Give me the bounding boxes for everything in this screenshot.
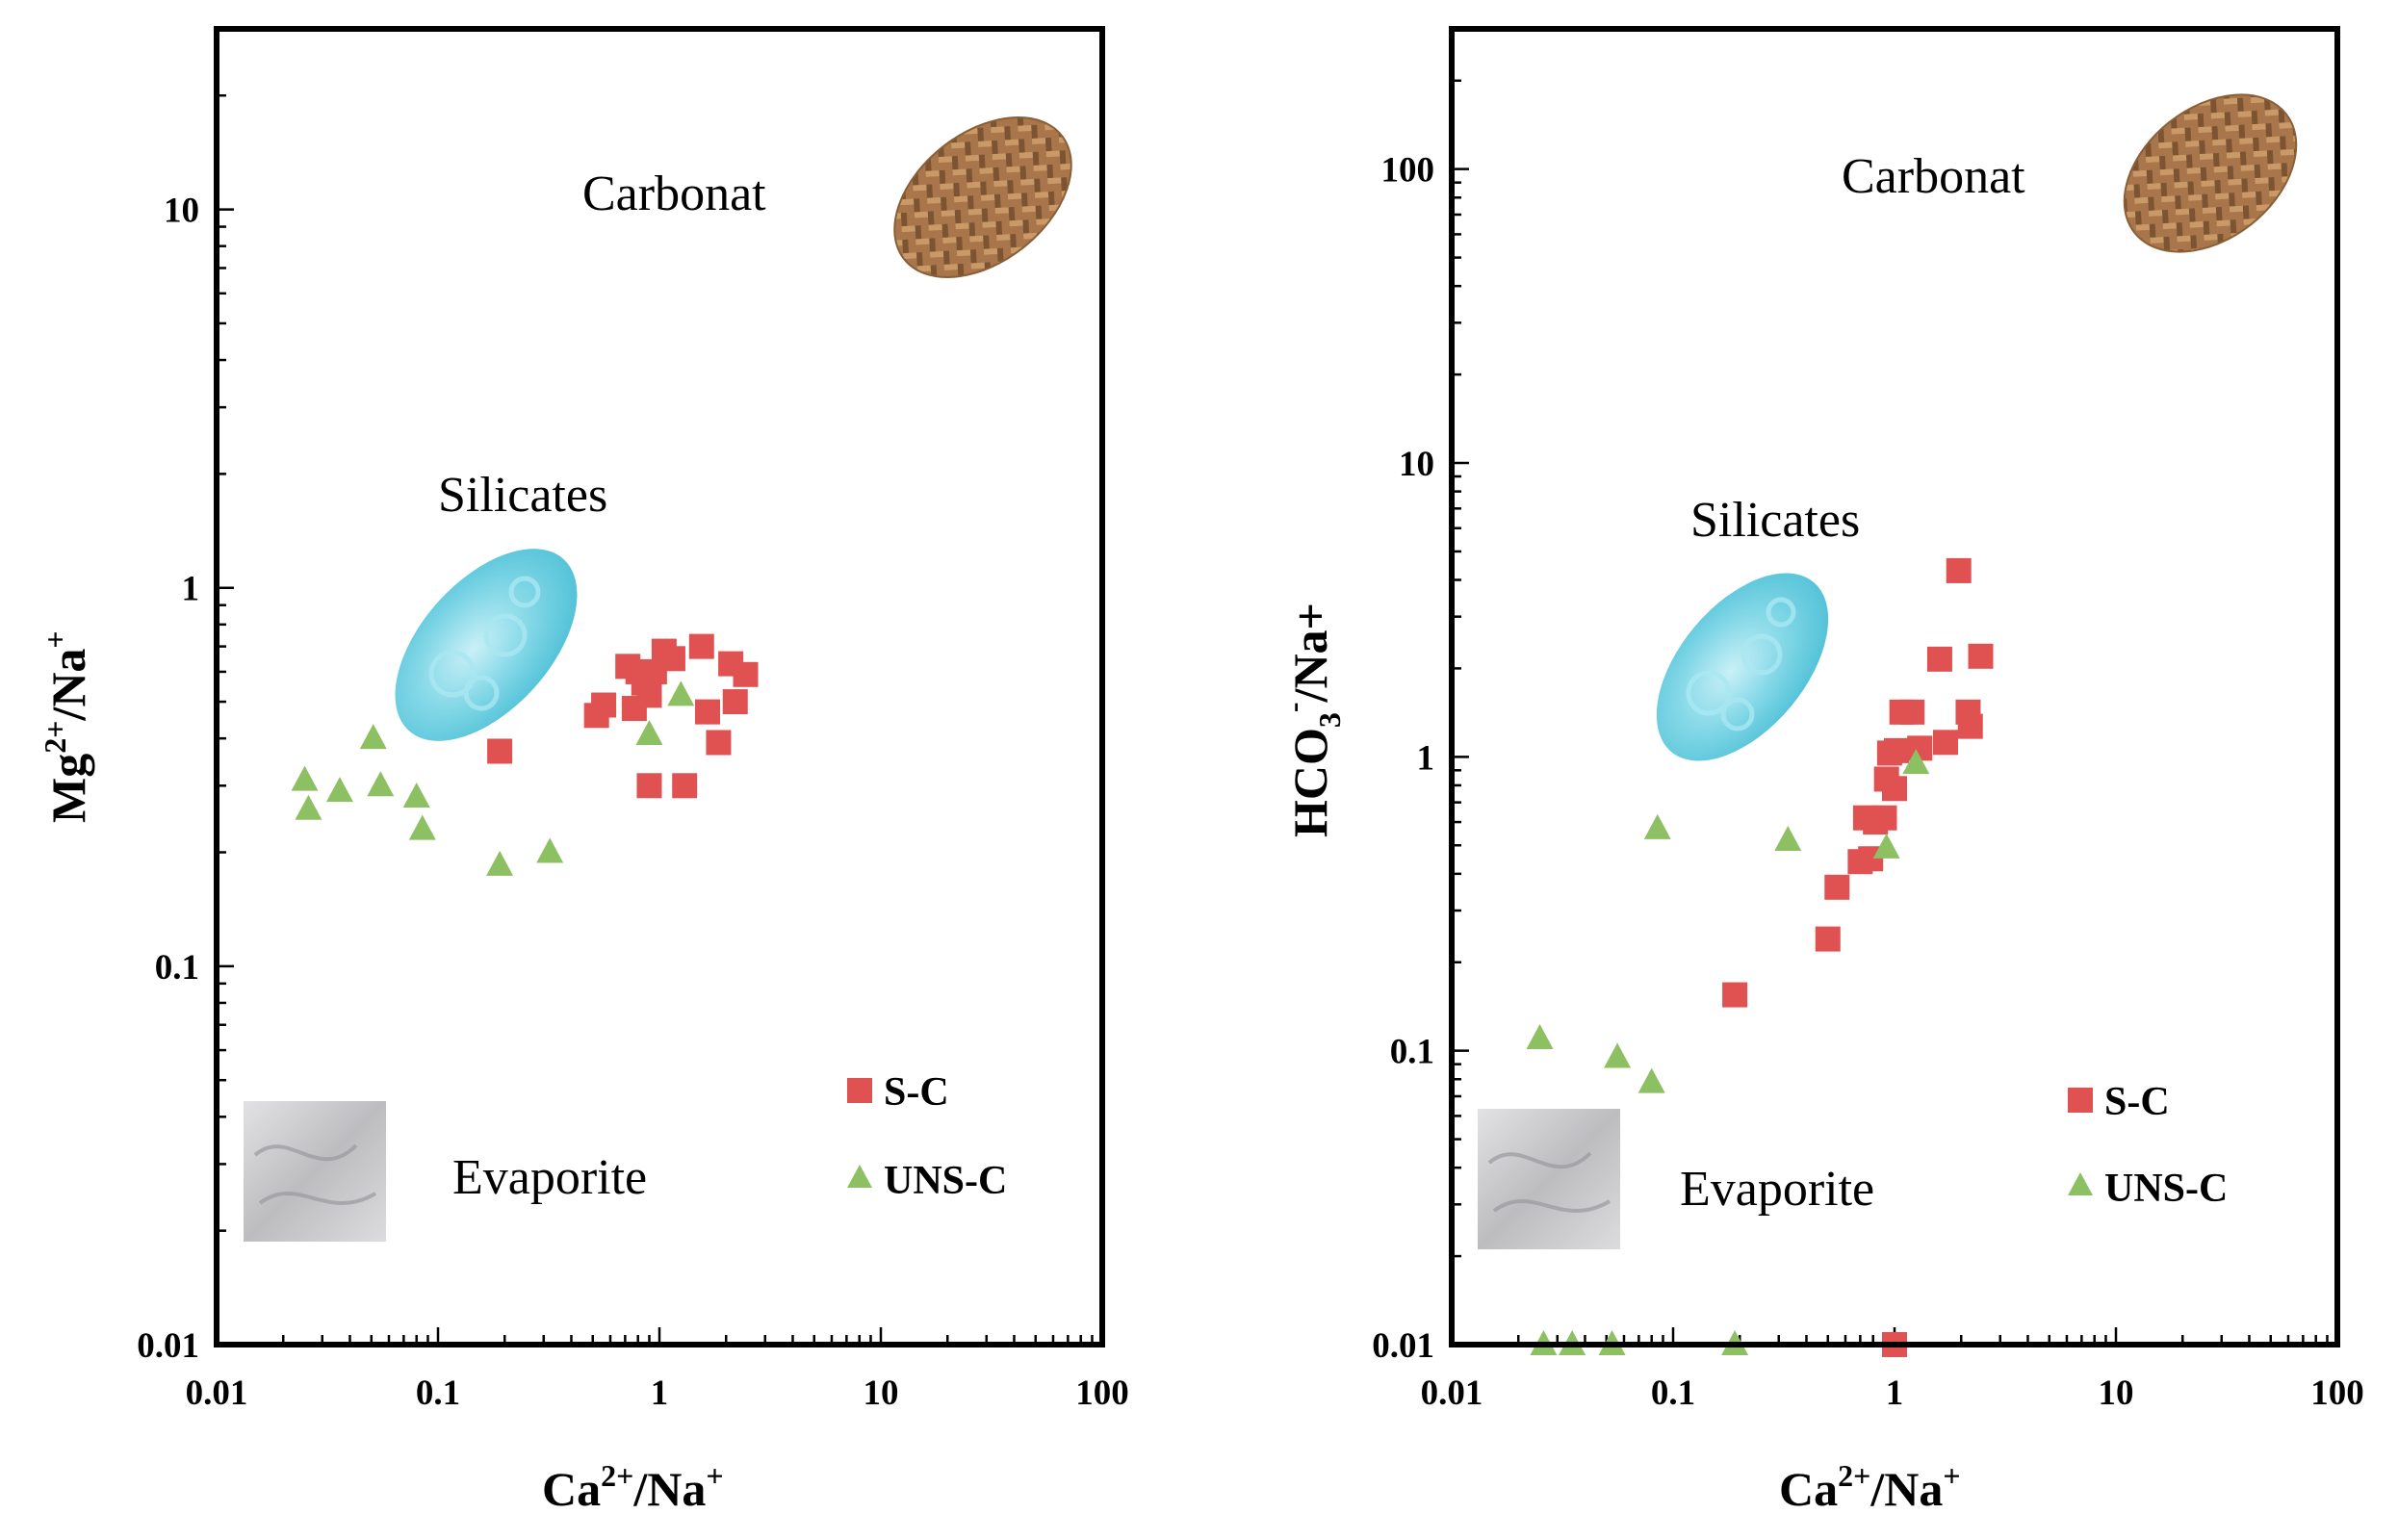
left-point-unsc (402, 783, 430, 808)
right-legend-sc-marker (2068, 1088, 2093, 1113)
left-label-carbonate: Carbonat (582, 167, 766, 221)
right-y-tick-label: 0.01 (1372, 1326, 1434, 1366)
left-legend: S-C UNS-C (847, 1070, 1007, 1203)
left-point-sc (695, 699, 721, 725)
left-point-sc (733, 661, 759, 687)
left-axis-ticks: 0.01 0.1 1 10 100 0.01 0.1 1 10 (137, 27, 1129, 1413)
right-point-sc (1946, 557, 1972, 583)
left-point-sc (591, 692, 617, 718)
right-evaporite-region (1478, 1109, 1620, 1249)
right-point-unsc (1637, 1067, 1665, 1093)
right-legend-unsc-label: UNS-C (2104, 1167, 2228, 1211)
left-x-axis-title: Ca2+/Na+ (542, 1458, 724, 1516)
right-point-sc (1899, 699, 1925, 725)
right-x-axis-title: Ca2+/Na+ (1779, 1458, 1961, 1516)
right-silicate-texture (1686, 597, 1796, 732)
right-legend-unsc-marker (2068, 1172, 2093, 1195)
left-point-unsc (325, 777, 353, 803)
right-legend: S-C UNS-C (2068, 1080, 2228, 1211)
right-y-axis-title: HCO3-/Na+ (1276, 603, 1347, 837)
left-legend-unsc-label: UNS-C (884, 1159, 1007, 1203)
left-carbonate-region (893, 116, 1072, 278)
left-point-unsc (291, 765, 319, 791)
right-point-unsc (1872, 833, 1900, 859)
left-data-points (291, 633, 759, 876)
right-point-sc (1926, 646, 1952, 672)
right-point-sc (1883, 737, 1909, 763)
right-point-sc (1933, 730, 1959, 756)
left-point-sc (487, 738, 513, 764)
left-y-axis-title: Mg2+/Na+ (38, 630, 95, 823)
right-point-sc (1957, 713, 1983, 739)
right-evaporite-texture (1487, 1151, 1612, 1213)
left-point-sc (636, 682, 662, 708)
right-x-tick-label: 0.1 (1651, 1373, 1695, 1413)
right-y-tick-label: 10 (1399, 445, 1434, 484)
left-legend-unsc-marker (847, 1165, 872, 1188)
right-y-tick-label: 1 (1417, 738, 1435, 778)
right-y-tick-label: 100 (1381, 151, 1435, 191)
left-chart: 0.01 0.1 1 10 100 0.01 0.1 1 10 Carbonat Silicat… (38, 26, 1129, 1516)
right-carbonate-region (2123, 93, 2298, 253)
left-point-sc (636, 773, 662, 799)
left-point-unsc (367, 771, 395, 797)
left-point-unsc (408, 814, 436, 840)
left-point-unsc (667, 680, 695, 706)
left-y-tick-label: 10 (164, 192, 199, 231)
left-y-tick-label: 0.1 (155, 948, 199, 988)
right-point-sc (1882, 776, 1907, 802)
left-x-tick-label: 100 (1075, 1373, 1129, 1413)
left-x-tick-label: 10 (864, 1373, 899, 1413)
right-point-sc (1722, 982, 1748, 1008)
right-point-sc (1968, 643, 1994, 669)
right-point-sc (1871, 805, 1897, 831)
left-y-tick-label: 1 (182, 570, 200, 609)
left-point-unsc (359, 724, 387, 750)
right-point-unsc (1774, 826, 1802, 852)
left-legend-sc-label: S-C (884, 1070, 949, 1115)
left-x-tick-label: 0.01 (186, 1373, 248, 1413)
left-y-tick-label: 0.01 (137, 1326, 199, 1366)
left-point-sc (688, 633, 714, 659)
left-label-evaporite: Evaporite (452, 1150, 647, 1205)
left-label-silicates: Silicates (438, 468, 607, 523)
left-silicate-texture (428, 576, 541, 711)
right-data-points (1526, 557, 1994, 1357)
right-axis-ticks: 0.01 0.1 1 10 100 0.01 0.1 1 10 100 (1372, 27, 2364, 1413)
right-x-tick-label: 100 (2310, 1373, 2364, 1413)
left-point-unsc (635, 719, 663, 745)
left-evaporite-region (244, 1101, 386, 1242)
right-point-sc (1815, 926, 1841, 952)
right-legend-sc-label: S-C (2104, 1080, 2170, 1124)
right-chart: 0.01 0.1 1 10 100 0.01 0.1 1 10 100 Carbonat Sili… (1276, 26, 2364, 1516)
left-point-sc (672, 773, 698, 799)
right-point-unsc (1643, 813, 1671, 839)
right-x-tick-label: 10 (2099, 1373, 2134, 1413)
right-x-tick-label: 0.01 (1421, 1373, 1483, 1413)
left-legend-sc-marker (847, 1078, 872, 1103)
left-evaporite-texture (253, 1143, 377, 1205)
right-point-unsc (1604, 1042, 1632, 1068)
left-point-unsc (295, 794, 322, 820)
left-plot-frame (214, 26, 1105, 1348)
right-x-tick-label: 1 (1886, 1373, 1904, 1413)
right-point-unsc (1526, 1024, 1554, 1050)
right-y-tick-label: 0.1 (1390, 1033, 1434, 1072)
left-point-sc (659, 646, 685, 672)
right-point-sc (1824, 874, 1850, 900)
left-point-sc (706, 730, 732, 756)
right-point-unsc (1902, 749, 1930, 775)
left-x-tick-label: 0.1 (416, 1373, 460, 1413)
right-label-evaporite: Evaporite (1680, 1162, 1874, 1217)
left-x-tick-label: 1 (651, 1373, 669, 1413)
right-label-carbonate: Carbonat (1842, 149, 2025, 204)
left-point-unsc (486, 850, 514, 876)
right-silicate-region (1656, 573, 1829, 761)
left-point-sc (722, 689, 748, 715)
left-point-unsc (536, 837, 564, 863)
right-plot-frame (1449, 26, 2340, 1348)
right-label-silicates: Silicates (1690, 493, 1860, 548)
